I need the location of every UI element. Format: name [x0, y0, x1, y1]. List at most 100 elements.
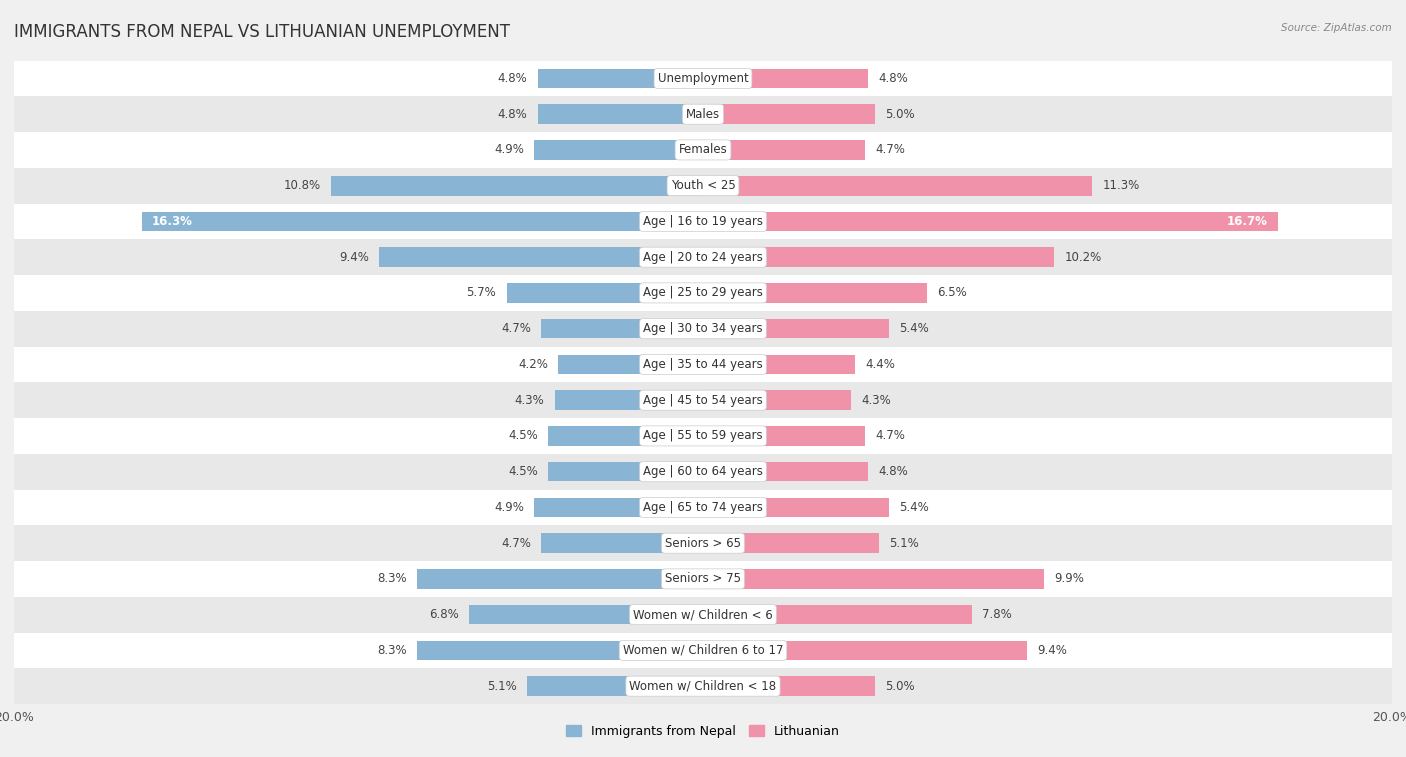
Text: 5.0%: 5.0%: [886, 680, 915, 693]
Text: 10.8%: 10.8%: [284, 179, 321, 192]
Bar: [14, 96, 1392, 132]
Bar: [330, 176, 703, 195]
Bar: [703, 676, 875, 696]
Text: 5.0%: 5.0%: [886, 107, 915, 120]
Bar: [703, 497, 889, 517]
Text: 11.3%: 11.3%: [1102, 179, 1140, 192]
Text: Age | 35 to 44 years: Age | 35 to 44 years: [643, 358, 763, 371]
Text: Females: Females: [679, 143, 727, 157]
Text: 4.9%: 4.9%: [494, 143, 524, 157]
Text: 5.1%: 5.1%: [889, 537, 918, 550]
Text: Youth < 25: Youth < 25: [671, 179, 735, 192]
Bar: [14, 382, 1392, 418]
Text: 4.4%: 4.4%: [865, 358, 894, 371]
Bar: [703, 391, 851, 410]
Text: IMMIGRANTS FROM NEPAL VS LITHUANIAN UNEMPLOYMENT: IMMIGRANTS FROM NEPAL VS LITHUANIAN UNEM…: [14, 23, 510, 41]
Text: 5.1%: 5.1%: [488, 680, 517, 693]
Text: 8.3%: 8.3%: [377, 572, 406, 585]
Bar: [558, 354, 703, 374]
Bar: [555, 391, 703, 410]
Text: 9.4%: 9.4%: [339, 251, 368, 263]
Bar: [703, 140, 865, 160]
Bar: [14, 597, 1392, 633]
Bar: [703, 248, 1054, 267]
Bar: [14, 633, 1392, 668]
Text: 16.7%: 16.7%: [1227, 215, 1268, 228]
Bar: [506, 283, 703, 303]
Bar: [14, 132, 1392, 168]
Text: Seniors > 75: Seniors > 75: [665, 572, 741, 585]
Bar: [537, 69, 703, 89]
Bar: [14, 275, 1392, 311]
Text: Source: ZipAtlas.com: Source: ZipAtlas.com: [1281, 23, 1392, 33]
Bar: [541, 319, 703, 338]
Text: Age | 55 to 59 years: Age | 55 to 59 years: [643, 429, 763, 442]
Text: 9.4%: 9.4%: [1038, 644, 1067, 657]
Text: 4.8%: 4.8%: [879, 72, 908, 85]
Text: Age | 20 to 24 years: Age | 20 to 24 years: [643, 251, 763, 263]
Text: 4.7%: 4.7%: [501, 537, 531, 550]
Text: 5.4%: 5.4%: [900, 322, 929, 335]
Text: Age | 60 to 64 years: Age | 60 to 64 years: [643, 465, 763, 478]
Bar: [703, 605, 972, 625]
Bar: [527, 676, 703, 696]
Text: 6.5%: 6.5%: [938, 286, 967, 300]
Bar: [468, 605, 703, 625]
Text: 4.7%: 4.7%: [875, 143, 905, 157]
Text: 4.3%: 4.3%: [862, 394, 891, 407]
Text: 4.2%: 4.2%: [519, 358, 548, 371]
Text: Age | 65 to 74 years: Age | 65 to 74 years: [643, 501, 763, 514]
Bar: [14, 239, 1392, 275]
Text: Males: Males: [686, 107, 720, 120]
Text: 6.8%: 6.8%: [429, 608, 458, 621]
Text: 16.3%: 16.3%: [152, 215, 193, 228]
Bar: [142, 212, 703, 231]
Bar: [703, 640, 1026, 660]
Text: 4.9%: 4.9%: [494, 501, 524, 514]
Text: Women w/ Children 6 to 17: Women w/ Children 6 to 17: [623, 644, 783, 657]
Text: 4.8%: 4.8%: [498, 107, 527, 120]
Text: 5.7%: 5.7%: [467, 286, 496, 300]
Text: Age | 30 to 34 years: Age | 30 to 34 years: [643, 322, 763, 335]
Bar: [703, 354, 855, 374]
Bar: [14, 311, 1392, 347]
Text: 4.7%: 4.7%: [501, 322, 531, 335]
Bar: [541, 534, 703, 553]
Bar: [380, 248, 703, 267]
Bar: [14, 61, 1392, 96]
Text: Unemployment: Unemployment: [658, 72, 748, 85]
Text: Women w/ Children < 18: Women w/ Children < 18: [630, 680, 776, 693]
Text: Seniors > 65: Seniors > 65: [665, 537, 741, 550]
Bar: [703, 534, 879, 553]
Bar: [418, 640, 703, 660]
Bar: [548, 462, 703, 481]
Bar: [14, 168, 1392, 204]
Bar: [703, 569, 1045, 589]
Bar: [703, 104, 875, 124]
Text: 4.5%: 4.5%: [508, 465, 537, 478]
Text: 4.8%: 4.8%: [879, 465, 908, 478]
Bar: [703, 462, 869, 481]
Text: 4.8%: 4.8%: [498, 72, 527, 85]
Bar: [14, 668, 1392, 704]
Text: 4.7%: 4.7%: [875, 429, 905, 442]
Text: Women w/ Children < 6: Women w/ Children < 6: [633, 608, 773, 621]
Legend: Immigrants from Nepal, Lithuanian: Immigrants from Nepal, Lithuanian: [561, 720, 845, 743]
Bar: [703, 69, 869, 89]
Text: 9.9%: 9.9%: [1054, 572, 1084, 585]
Text: 7.8%: 7.8%: [981, 608, 1012, 621]
Bar: [14, 453, 1392, 490]
Text: 8.3%: 8.3%: [377, 644, 406, 657]
Text: Age | 16 to 19 years: Age | 16 to 19 years: [643, 215, 763, 228]
Bar: [14, 347, 1392, 382]
Bar: [14, 561, 1392, 597]
Text: Age | 45 to 54 years: Age | 45 to 54 years: [643, 394, 763, 407]
Bar: [703, 426, 865, 446]
Bar: [14, 525, 1392, 561]
Text: 4.3%: 4.3%: [515, 394, 544, 407]
Bar: [703, 283, 927, 303]
Bar: [703, 212, 1278, 231]
Bar: [534, 140, 703, 160]
Bar: [703, 319, 889, 338]
Text: 4.5%: 4.5%: [508, 429, 537, 442]
